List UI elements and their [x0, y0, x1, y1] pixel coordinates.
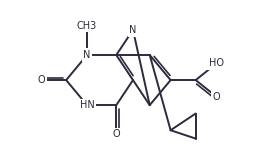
Text: N: N	[83, 50, 91, 60]
Text: O: O	[213, 92, 221, 102]
Text: O: O	[113, 129, 120, 139]
Text: N: N	[129, 25, 137, 35]
Text: CH3: CH3	[77, 21, 97, 31]
Text: HN: HN	[80, 100, 94, 110]
Text: O: O	[37, 75, 45, 85]
Text: HO: HO	[209, 58, 224, 68]
